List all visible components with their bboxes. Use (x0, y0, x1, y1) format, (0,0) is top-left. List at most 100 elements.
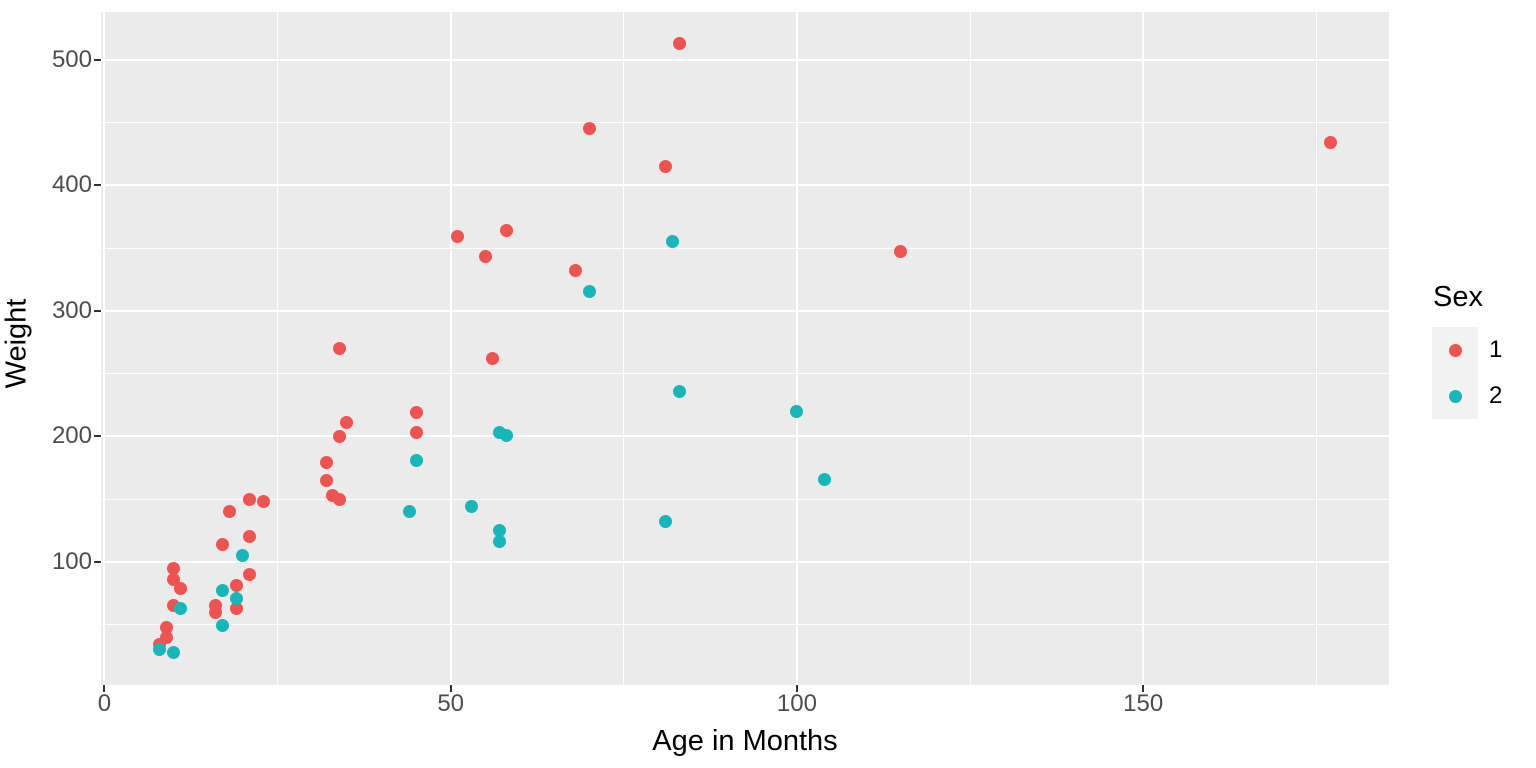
y-axis-tick (94, 560, 101, 563)
x-axis-title: Age in Months (652, 725, 838, 757)
x-major-gridline (103, 12, 106, 685)
data-point-sex-1 (409, 426, 423, 440)
data-point-sex-1 (319, 473, 333, 487)
data-point-sex-1 (451, 230, 465, 244)
legend-entry: 2 (1432, 373, 1502, 419)
y-major-gridline (101, 309, 1389, 312)
data-point-sex-1 (568, 264, 582, 278)
x-axis-tick-label: 0 (97, 690, 112, 717)
data-point-sex-2 (215, 619, 229, 633)
x-minor-gridline (277, 12, 279, 685)
data-point-sex-1 (333, 429, 347, 443)
data-point-sex-1 (222, 505, 236, 519)
data-point-sex-2 (658, 515, 672, 529)
legend-dot-icon (1448, 389, 1462, 403)
data-point-sex-2 (153, 643, 167, 657)
x-major-gridline (449, 12, 452, 685)
data-point-sex-1 (1323, 136, 1337, 150)
legend-title: Sex (1433, 281, 1483, 313)
data-point-sex-1 (174, 581, 188, 595)
y-major-gridline (101, 560, 1389, 563)
data-point-sex-1 (319, 456, 333, 470)
x-axis-tick (1142, 685, 1145, 692)
legend-dot-icon (1448, 343, 1462, 357)
data-point-sex-2 (167, 645, 181, 659)
data-point-sex-1 (215, 537, 229, 551)
x-minor-gridline (969, 12, 971, 685)
data-point-sex-1 (894, 245, 908, 259)
data-point-sex-2 (409, 453, 423, 467)
x-minor-gridline (1315, 12, 1317, 685)
data-point-sex-1 (582, 122, 596, 136)
data-point-sex-2 (229, 591, 243, 605)
y-axis-tick (94, 58, 101, 61)
data-point-sex-1 (672, 36, 686, 50)
data-point-sex-2 (402, 505, 416, 519)
legend-key (1432, 373, 1478, 419)
data-point-sex-1 (167, 561, 181, 575)
y-major-gridline (101, 58, 1389, 61)
x-axis-tick-label: 100 (776, 690, 817, 717)
data-point-sex-1 (333, 492, 347, 506)
plot-panel (101, 12, 1389, 685)
x-axis-tick (103, 685, 106, 692)
data-point-sex-1 (243, 492, 257, 506)
x-axis-tick-label: 150 (1123, 690, 1164, 717)
data-point-sex-1 (485, 352, 499, 366)
data-point-sex-1 (229, 579, 243, 593)
y-axis-tick-label: 300 (51, 296, 92, 324)
legend-entry: 1 (1432, 327, 1502, 373)
data-point-sex-2 (582, 285, 596, 299)
y-minor-gridline (101, 624, 1389, 626)
data-point-sex-1 (340, 416, 354, 430)
y-axis-tick (94, 184, 101, 187)
y-axis-tick-label: 400 (51, 171, 92, 199)
data-point-sex-1 (243, 530, 257, 544)
y-axis-tick-label: 100 (51, 547, 92, 575)
y-major-gridline (101, 184, 1389, 187)
legend-entry-label: 2 (1489, 382, 1503, 409)
data-point-sex-2 (499, 428, 513, 442)
y-axis-tick (94, 309, 101, 312)
data-point-sex-1 (160, 630, 174, 644)
legend-key (1432, 327, 1478, 373)
data-point-sex-1 (160, 620, 174, 634)
data-point-sex-2 (492, 524, 506, 538)
data-point-sex-2 (236, 549, 250, 563)
y-axis-tick (94, 435, 101, 438)
y-minor-gridline (101, 373, 1389, 375)
data-point-sex-2 (818, 472, 832, 486)
x-minor-gridline (623, 12, 625, 685)
data-point-sex-1 (658, 159, 672, 173)
x-major-gridline (795, 12, 798, 685)
x-axis-tick-label: 50 (437, 690, 465, 717)
data-point-sex-2 (174, 601, 188, 615)
data-point-sex-2 (790, 404, 804, 418)
data-point-sex-1 (499, 223, 513, 237)
y-axis-tick-label: 500 (51, 45, 92, 73)
y-axis-tick-label: 200 (51, 422, 92, 450)
x-major-gridline (1142, 12, 1145, 685)
data-point-sex-2 (492, 535, 506, 549)
x-axis-tick (449, 685, 452, 692)
data-point-sex-2 (665, 235, 679, 249)
y-axis-title: Weight (0, 298, 33, 389)
data-point-sex-1 (208, 599, 222, 613)
data-point-sex-1 (478, 250, 492, 264)
data-point-sex-2 (672, 384, 686, 398)
data-point-sex-2 (215, 584, 229, 598)
legend-entry-label: 1 (1489, 336, 1503, 363)
data-point-sex-1 (333, 342, 347, 355)
data-point-sex-1 (229, 601, 243, 615)
y-major-gridline (101, 435, 1389, 438)
data-point-sex-1 (409, 406, 423, 420)
y-minor-gridline (101, 247, 1389, 249)
data-point-sex-1 (243, 568, 257, 581)
x-axis-tick (795, 685, 798, 692)
data-point-sex-2 (464, 500, 478, 514)
data-point-sex-1 (257, 495, 271, 509)
y-minor-gridline (101, 121, 1389, 123)
